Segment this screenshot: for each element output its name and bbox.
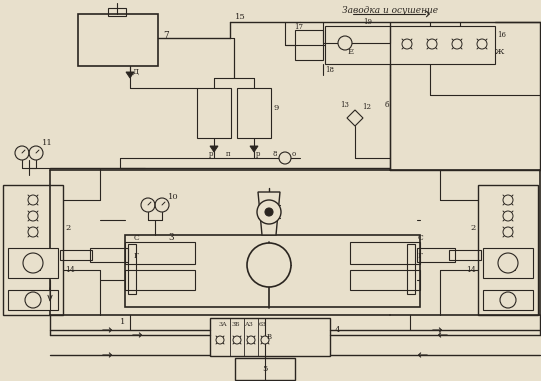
Polygon shape	[210, 146, 218, 152]
Text: 14: 14	[466, 266, 476, 274]
Text: Заводка и осушение: Заводка и осушение	[342, 5, 438, 14]
Text: 10: 10	[168, 193, 179, 201]
Bar	[235, 358, 295, 380]
Polygon shape	[347, 110, 363, 126]
Bar	[3, 185, 63, 315]
Text: 18: 18	[325, 66, 334, 74]
Bar	[210, 318, 330, 356]
Bar	[108, 8, 126, 16]
Text: р: р	[256, 150, 261, 158]
Circle shape	[279, 152, 291, 164]
Bar	[483, 248, 533, 278]
Text: С: С	[418, 234, 424, 242]
Text: 4: 4	[335, 326, 340, 334]
Circle shape	[261, 336, 269, 344]
Bar	[8, 290, 58, 310]
Text: 9: 9	[273, 104, 279, 112]
Text: 17: 17	[294, 23, 303, 31]
Text: 8: 8	[272, 150, 276, 158]
Bar	[237, 88, 271, 138]
Bar	[78, 14, 158, 66]
Bar	[125, 242, 195, 264]
Bar	[350, 270, 420, 290]
Bar	[407, 244, 415, 294]
Text: 6З: 6З	[259, 322, 267, 328]
Text: С: С	[134, 234, 140, 242]
Text: 19: 19	[363, 18, 372, 26]
Text: 16: 16	[497, 31, 506, 39]
Bar	[8, 248, 58, 278]
Bar	[197, 88, 231, 138]
Circle shape	[28, 211, 38, 221]
Text: 3А: 3А	[218, 322, 227, 328]
Text: Г: Г	[134, 252, 139, 260]
Text: о: о	[292, 150, 296, 158]
Text: 5: 5	[262, 365, 268, 373]
Text: 2: 2	[471, 224, 476, 232]
Circle shape	[233, 336, 241, 344]
Text: 13: 13	[340, 101, 349, 109]
Circle shape	[498, 253, 518, 273]
Text: р: р	[209, 150, 214, 158]
Text: Г: Г	[418, 252, 423, 260]
Text: 3: 3	[168, 232, 174, 242]
Bar	[325, 26, 390, 64]
Circle shape	[247, 336, 255, 344]
Bar	[390, 26, 495, 64]
Text: 1: 1	[120, 318, 126, 326]
Circle shape	[477, 39, 487, 49]
Bar	[449, 250, 481, 260]
Circle shape	[247, 243, 291, 287]
Text: А3: А3	[245, 322, 254, 328]
Text: 12: 12	[362, 103, 371, 111]
Text: 7: 7	[163, 30, 169, 40]
Circle shape	[503, 227, 513, 237]
Bar	[478, 185, 538, 315]
Bar	[125, 270, 195, 290]
Text: В: В	[267, 333, 272, 341]
Text: 3Б: 3Б	[231, 322, 240, 328]
Text: б: б	[385, 101, 390, 109]
Bar	[295, 30, 323, 60]
Polygon shape	[250, 146, 258, 152]
Text: 11: 11	[42, 139, 53, 147]
Circle shape	[216, 336, 224, 344]
Circle shape	[500, 292, 516, 308]
Circle shape	[503, 195, 513, 205]
Circle shape	[402, 39, 412, 49]
Circle shape	[427, 39, 437, 49]
Bar	[60, 250, 92, 260]
Circle shape	[338, 36, 352, 50]
Bar	[125, 235, 420, 307]
Text: 14: 14	[65, 266, 75, 274]
Bar	[128, 244, 136, 294]
Bar	[483, 290, 533, 310]
Text: п: п	[226, 150, 230, 158]
Text: Е: Е	[348, 48, 354, 56]
Text: Ж: Ж	[495, 48, 504, 56]
Text: 15: 15	[235, 13, 246, 21]
Circle shape	[503, 211, 513, 221]
Polygon shape	[126, 72, 134, 78]
Bar	[90, 248, 128, 262]
Bar	[350, 242, 420, 264]
Circle shape	[23, 253, 43, 273]
Text: 2: 2	[65, 224, 70, 232]
Text: Д: Д	[133, 68, 139, 76]
Circle shape	[265, 208, 273, 216]
Circle shape	[28, 195, 38, 205]
Bar	[417, 248, 455, 262]
Circle shape	[28, 227, 38, 237]
Circle shape	[25, 292, 41, 308]
Polygon shape	[258, 192, 280, 235]
Circle shape	[257, 200, 281, 224]
Circle shape	[452, 39, 462, 49]
